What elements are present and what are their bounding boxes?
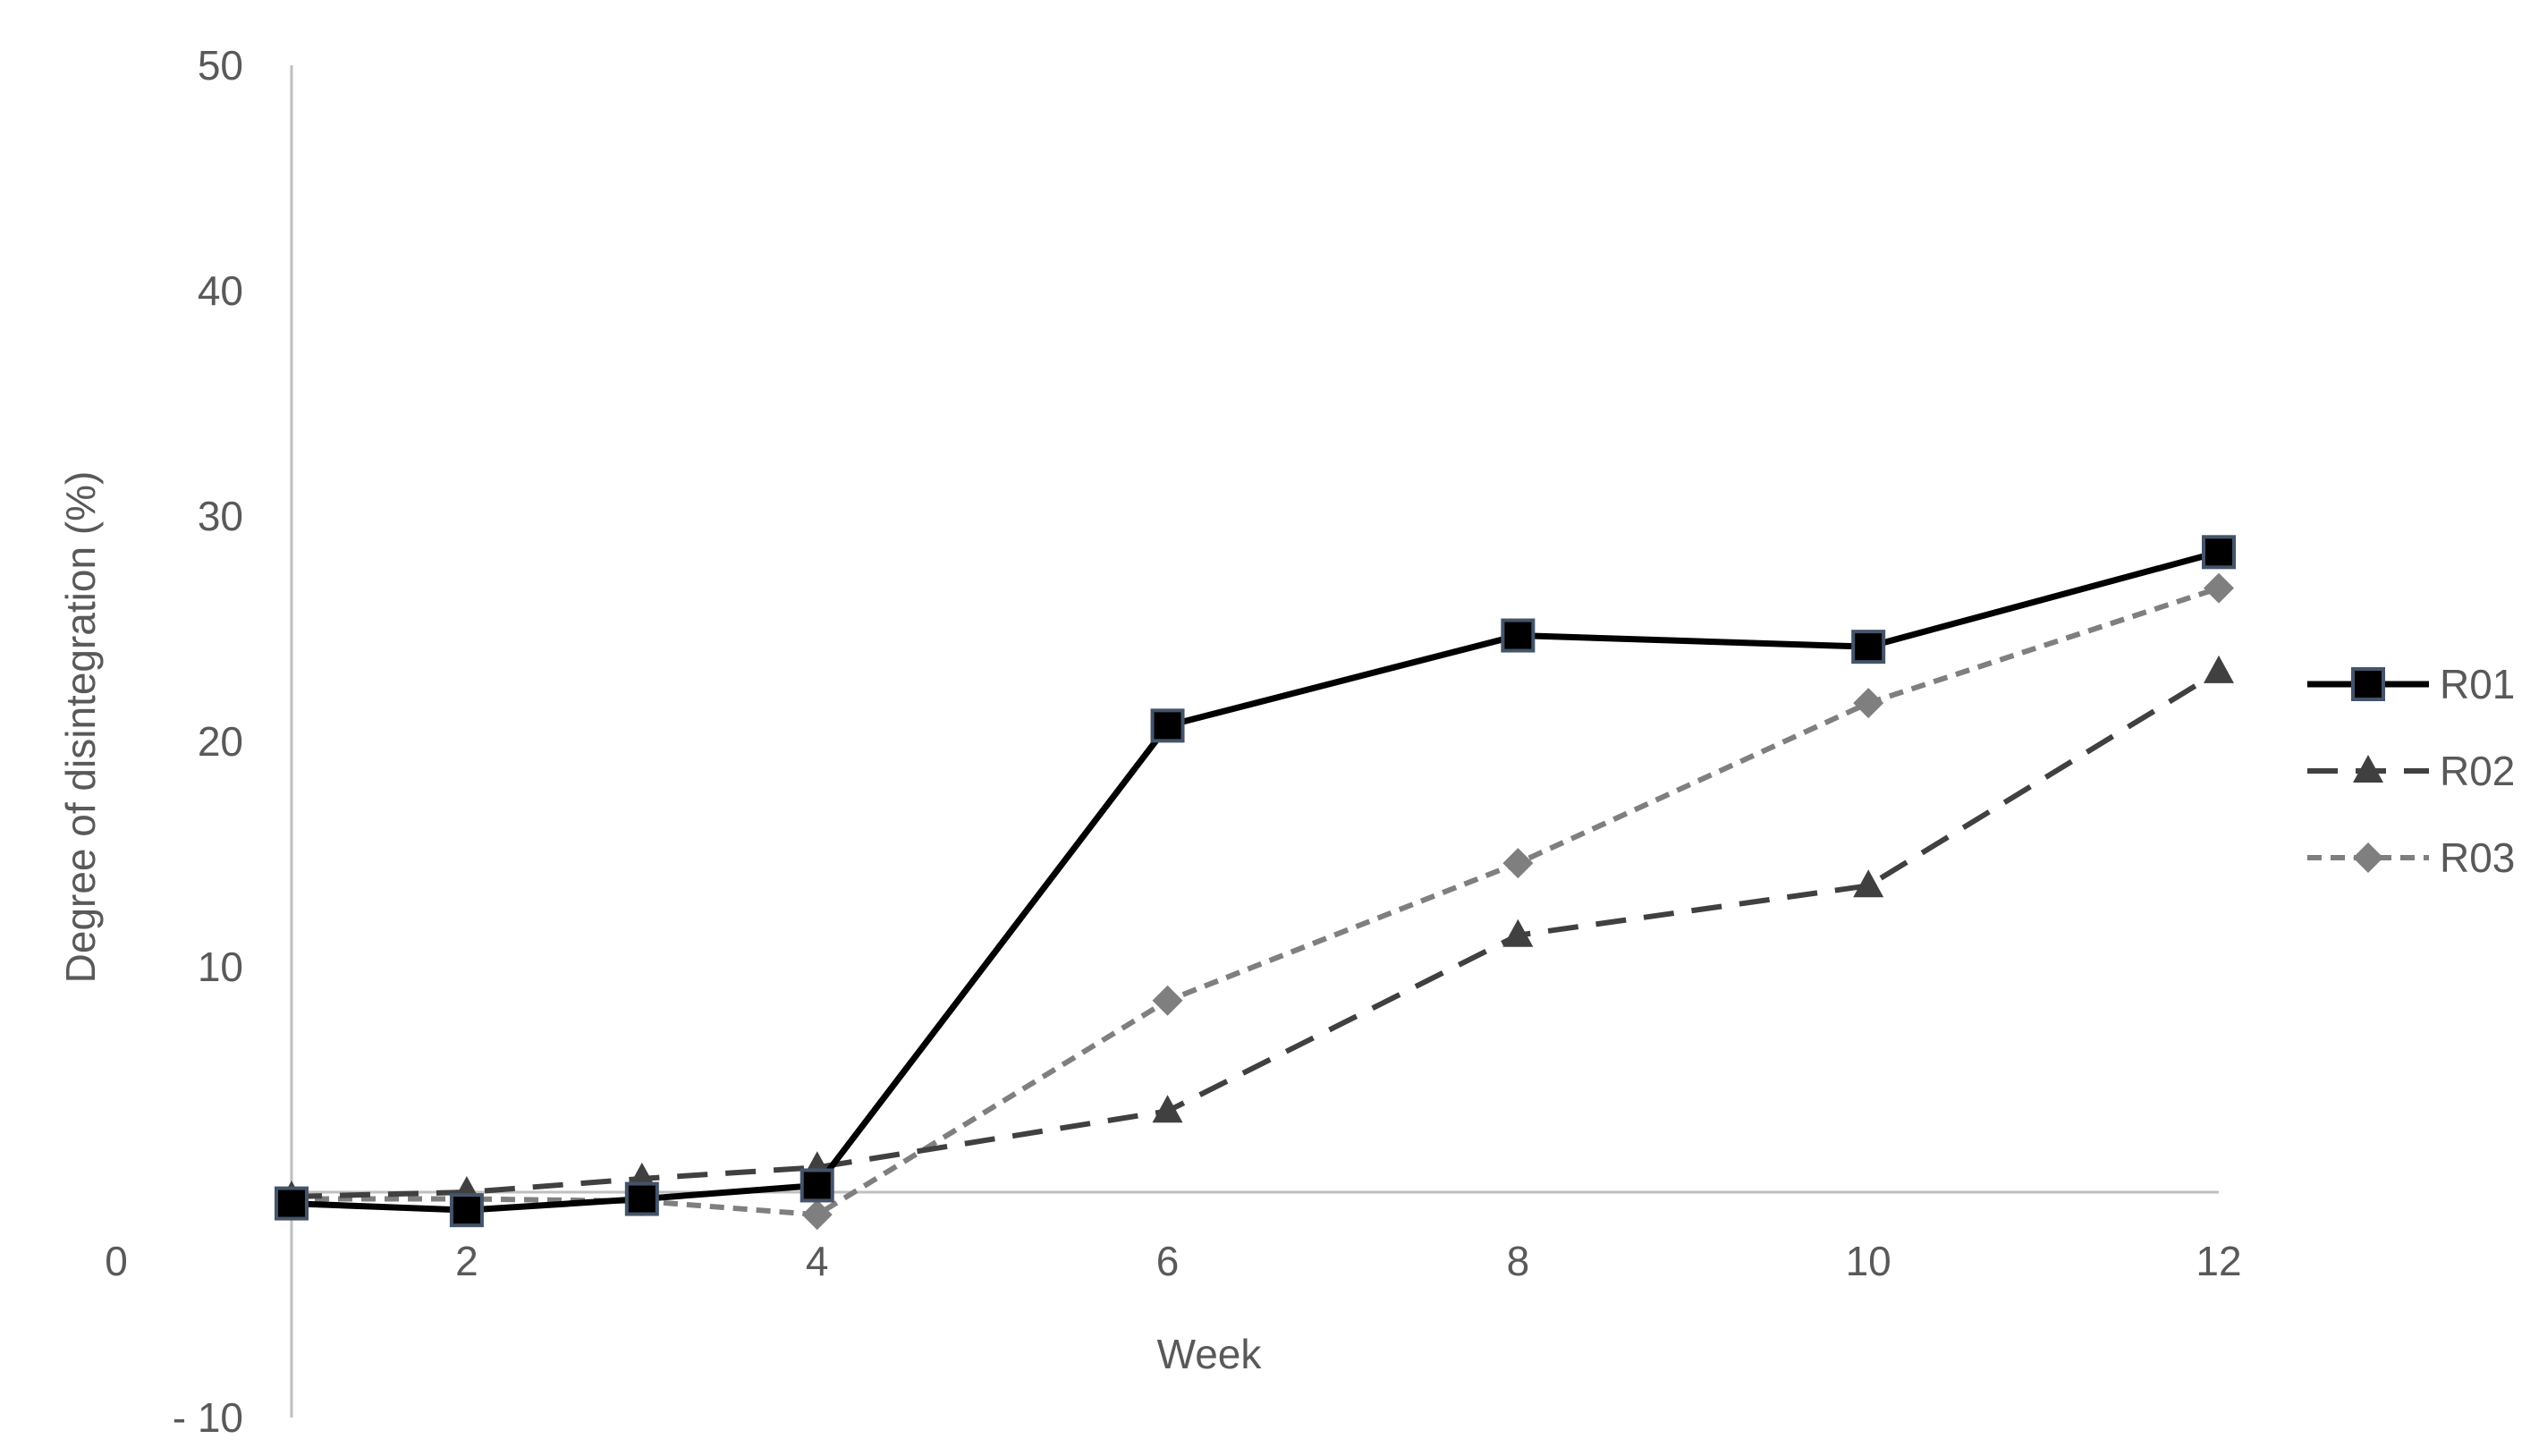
legend-item-r03: R03 bbox=[2307, 834, 2515, 881]
data-point-r03 bbox=[1853, 688, 1884, 719]
data-point-r03 bbox=[1152, 985, 1183, 1016]
y-tick-label: 10 bbox=[198, 944, 243, 990]
x-tick-label: 12 bbox=[2196, 1238, 2241, 1284]
data-point-r01 bbox=[624, 1181, 659, 1216]
x-tick-label: 8 bbox=[1507, 1238, 1530, 1284]
series-r03 bbox=[276, 572, 2234, 1231]
data-point-r01 bbox=[1150, 708, 1185, 743]
y-tick-labels: - 10 10 20 30 40 50 bbox=[173, 42, 243, 1441]
series-line-r02 bbox=[291, 669, 2221, 1200]
x-tick-label: 6 bbox=[1156, 1238, 1180, 1284]
data-point-r01 bbox=[1851, 630, 1886, 665]
x-tick-label: 10 bbox=[1846, 1238, 1891, 1284]
data-point-r01 bbox=[800, 1168, 834, 1203]
data-point-r03 bbox=[1502, 848, 1534, 879]
legend-label: R01 bbox=[2440, 661, 2515, 707]
x-tick-labels: 0 2 4 6 8 10 12 bbox=[105, 1238, 2241, 1284]
series-r01 bbox=[275, 535, 2236, 1228]
y-tick-label: 50 bbox=[198, 42, 243, 89]
legend-label: R02 bbox=[2440, 748, 2515, 794]
x-tick-label: 0 bbox=[105, 1238, 128, 1284]
data-point-r03 bbox=[801, 1199, 833, 1231]
data-point-r01 bbox=[1501, 618, 1536, 653]
y-tick-label: 40 bbox=[198, 267, 243, 314]
series-r02 bbox=[276, 655, 2234, 1209]
series-line-r03 bbox=[292, 585, 2220, 1218]
data-point-r02 bbox=[1853, 869, 1884, 898]
legend-item-r02: R02 bbox=[2307, 748, 2515, 794]
data-point-r02 bbox=[1502, 918, 1534, 947]
x-axis-title: Week bbox=[1157, 1331, 1263, 1377]
legend-marker bbox=[2353, 842, 2383, 873]
legend-label: R03 bbox=[2440, 834, 2515, 881]
y-axis-title: Degree of disintegration (%) bbox=[57, 471, 104, 984]
x-tick-label: 2 bbox=[455, 1238, 478, 1284]
y-tick-label: - 10 bbox=[173, 1394, 243, 1441]
y-tick-label: 20 bbox=[198, 718, 243, 765]
legend: R01 R02 R03 bbox=[2307, 661, 2515, 881]
data-point-r01 bbox=[275, 1186, 309, 1221]
series-layer bbox=[275, 535, 2236, 1231]
data-point-r01 bbox=[449, 1193, 484, 1228]
x-tick-label: 4 bbox=[806, 1238, 829, 1284]
y-tick-label: 30 bbox=[198, 493, 243, 539]
legend-marker bbox=[2353, 755, 2383, 783]
legend-marker bbox=[2351, 667, 2385, 701]
series-line-r01 bbox=[291, 548, 2220, 1214]
data-point-r01 bbox=[2202, 535, 2236, 570]
data-point-r02 bbox=[2204, 655, 2234, 683]
data-point-r03 bbox=[2204, 572, 2234, 604]
data-point-r02 bbox=[1152, 1095, 1183, 1123]
legend-item-r01: R01 bbox=[2307, 661, 2515, 707]
